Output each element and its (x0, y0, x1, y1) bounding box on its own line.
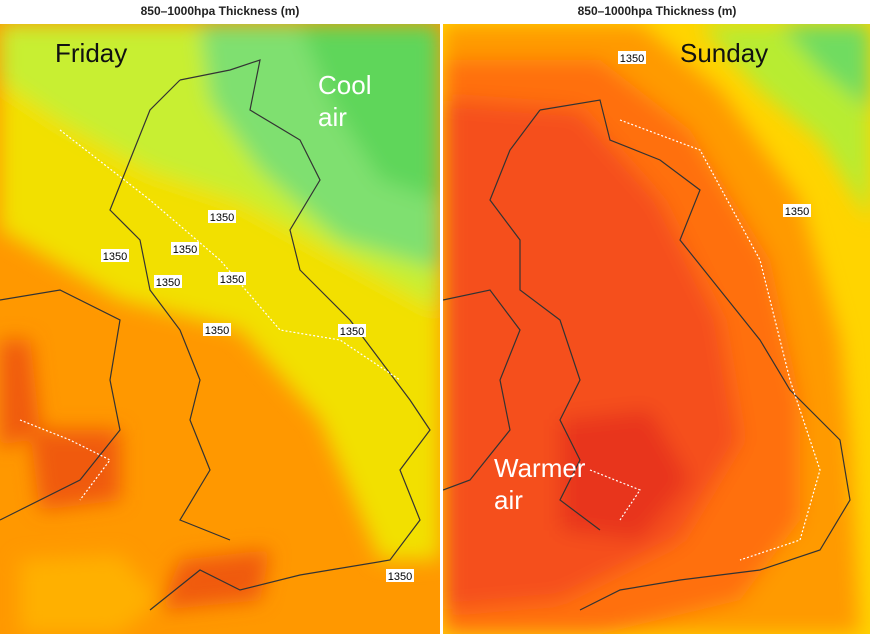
contour-label-bg (386, 569, 414, 582)
contour-label-bg (203, 323, 231, 336)
day-label: Sunday (680, 38, 768, 68)
panel-title: 850–1000hpa Thickness (m) (141, 4, 300, 18)
contour-label: 1350 (220, 274, 244, 286)
annotation: air (318, 102, 347, 132)
annotation: Warmer (494, 453, 586, 483)
contour-label-bg (218, 272, 246, 285)
contour-label: 1350 (388, 571, 412, 583)
contour-label-bg (101, 249, 129, 262)
contour-label: 1350 (205, 325, 229, 337)
contour-label: 1350 (340, 326, 364, 338)
contour-label: 1350 (785, 206, 809, 218)
contour-label: 1350 (210, 212, 234, 224)
day-label: Friday (55, 38, 127, 68)
panel-title: 850–1000hpa Thickness (m) (578, 4, 737, 18)
panel-divider (440, 24, 443, 634)
sunday-map (443, 24, 870, 634)
contour-label: 1350 (103, 251, 127, 263)
contour-label-bg (154, 275, 182, 288)
contour-label-bg (783, 204, 811, 217)
contour-label: 1350 (156, 277, 180, 289)
contour-label-bg (208, 210, 236, 223)
contour-label-bg (171, 242, 199, 255)
annotation: air (494, 485, 523, 515)
contour-label: 1350 (620, 53, 644, 65)
contour-label: 1350 (173, 244, 197, 256)
contour-label-bg (618, 51, 646, 64)
annotation: Cool (318, 70, 371, 100)
contour-label-bg (338, 324, 366, 337)
